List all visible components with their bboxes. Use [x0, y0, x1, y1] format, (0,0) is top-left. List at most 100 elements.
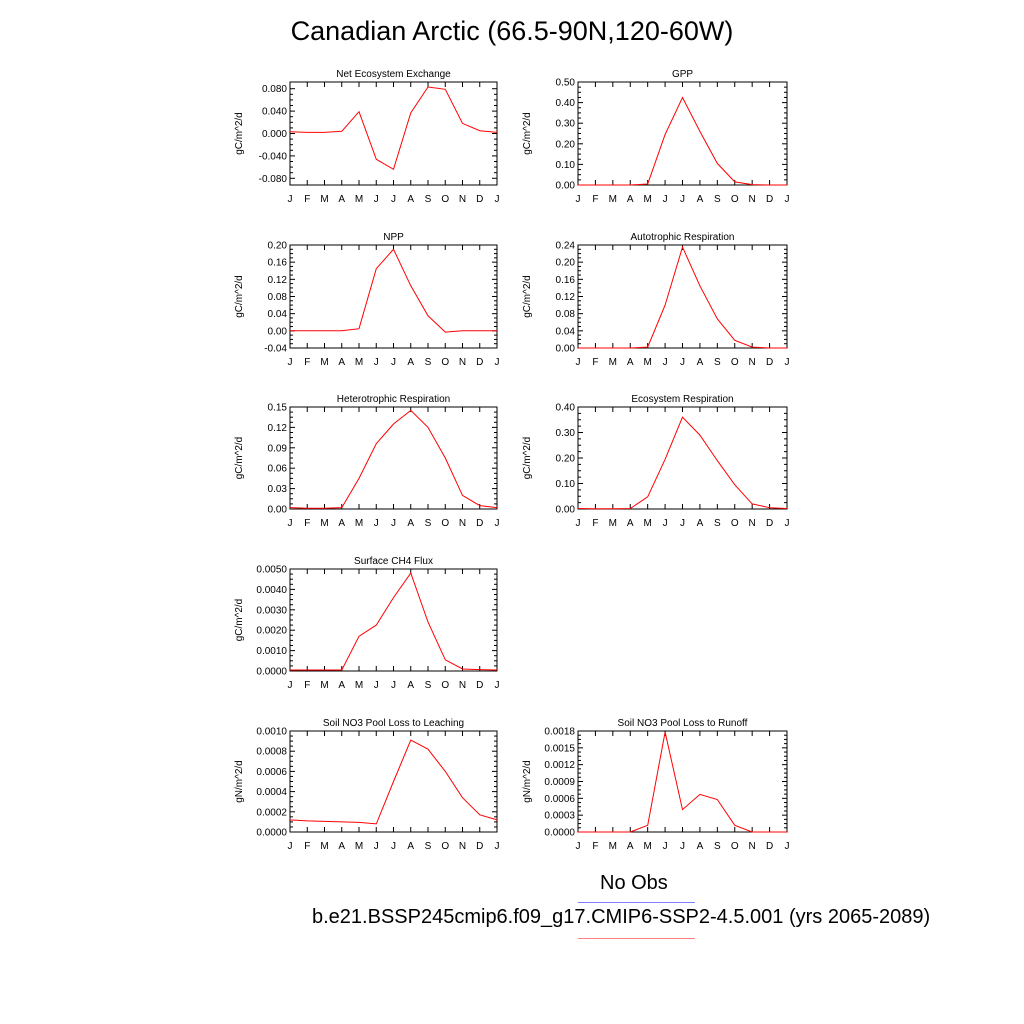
x-tick-label: S	[714, 357, 721, 368]
y-tick-label: 0.0009	[544, 777, 575, 788]
y-tick-label: 0.0006	[256, 767, 287, 778]
y-tick-label: 0.50	[556, 78, 576, 89]
x-tick-label: J	[374, 680, 379, 691]
y-tick-label: -0.080	[259, 174, 288, 185]
x-tick-label: J	[495, 518, 500, 529]
y-tick-label: 0.12	[556, 292, 576, 303]
y-tick-label: 0.20	[556, 454, 576, 465]
x-tick-label: M	[643, 518, 651, 529]
x-tick-label: O	[731, 194, 739, 205]
x-tick-label: M	[609, 518, 617, 529]
y-tick-label: 0.0004	[256, 787, 287, 798]
x-tick-label: J	[576, 841, 581, 852]
series-line	[289, 409, 498, 509]
x-tick-label: J	[495, 680, 500, 691]
plot-frame	[289, 568, 498, 672]
x-tick-label: J	[663, 194, 668, 205]
x-tick-label: A	[697, 357, 704, 368]
series-line	[577, 416, 788, 510]
x-tick-label: F	[592, 841, 598, 852]
y-tick-label: -0.04	[264, 344, 287, 355]
x-tick-label: M	[355, 518, 363, 529]
plot-frame	[577, 730, 788, 833]
x-tick-label: D	[476, 680, 483, 691]
x-tick-label: F	[304, 194, 310, 205]
x-tick-label: O	[441, 680, 449, 691]
x-tick-label: O	[731, 841, 739, 852]
x-tick-label: O	[731, 357, 739, 368]
y-tick-label: 0.40	[556, 403, 576, 414]
x-tick-label: S	[425, 357, 432, 368]
x-tick-label: J	[391, 194, 396, 205]
y-tick-label: 0.24	[556, 241, 576, 252]
y-tick-label: 0.12	[268, 423, 288, 434]
x-tick-label: J	[288, 841, 293, 852]
x-tick-label: A	[407, 518, 414, 529]
x-tick-label: S	[714, 518, 721, 529]
x-tick-label: N	[459, 518, 466, 529]
series-line	[578, 731, 787, 833]
x-tick-label: S	[714, 194, 721, 205]
legend-obs-label: No Obs	[600, 872, 668, 894]
x-tick-label: D	[766, 194, 773, 205]
x-tick-label: M	[609, 194, 617, 205]
x-tick-label: A	[627, 357, 634, 368]
y-tick-label: 0.00	[268, 505, 288, 516]
x-tick-label: J	[576, 518, 581, 529]
x-tick-label: D	[766, 357, 773, 368]
y-tick-label: 0.04	[556, 326, 576, 337]
y-tick-label: 0.03	[268, 484, 288, 495]
y-tick-label: 0.0000	[256, 828, 287, 839]
x-tick-label: J	[680, 518, 685, 529]
x-tick-label: S	[714, 841, 721, 852]
x-tick-label: F	[304, 518, 310, 529]
x-tick-label: S	[425, 194, 432, 205]
x-tick-label: J	[663, 518, 668, 529]
y-tick-label: 0.40	[556, 98, 576, 109]
series-line	[289, 86, 498, 171]
y-tick-label: 0.0006	[544, 794, 575, 805]
y-tick-label: 0.0012	[544, 760, 575, 771]
y-tick-label: 0.12	[268, 275, 288, 286]
y-tick-label: 0.00	[556, 344, 576, 355]
x-tick-label: J	[374, 518, 379, 529]
x-tick-label: N	[459, 194, 466, 205]
y-tick-label: 0.0050	[256, 565, 287, 576]
y-tick-label: 0.08	[268, 292, 288, 303]
y-tick-label: 0.20	[556, 139, 576, 150]
x-tick-label: A	[627, 194, 634, 205]
y-tick-label: 0.10	[556, 160, 576, 171]
panel-title: Heterotrophic Respiration	[337, 394, 450, 405]
x-tick-label: S	[425, 518, 432, 529]
x-tick-label: M	[609, 357, 617, 368]
y-tick-label: 0.0020	[256, 626, 287, 637]
x-tick-label: S	[425, 841, 432, 852]
chart-panel: Heterotrophic Respiration gC/m^2/d 0.00 0.0…	[234, 394, 500, 529]
x-tick-label: J	[374, 357, 379, 368]
y-axis-label: gC/m^2/d	[234, 112, 245, 155]
y-tick-label: 0.16	[268, 258, 288, 269]
y-tick-label: 0.0002	[256, 807, 287, 818]
y-axis-label: gN/m^2/d	[522, 760, 533, 803]
x-tick-label: A	[407, 680, 414, 691]
x-tick-label: J	[288, 680, 293, 691]
series-line	[290, 572, 498, 671]
x-tick-label: A	[627, 518, 634, 529]
x-tick-label: A	[338, 680, 345, 691]
y-tick-label: 0.04	[268, 309, 288, 320]
y-axis-label: gC/m^2/d	[522, 112, 533, 155]
x-tick-label: F	[304, 680, 310, 691]
y-tick-label: 0.0015	[544, 743, 575, 754]
x-tick-label: M	[643, 357, 651, 368]
x-tick-label: J	[663, 841, 668, 852]
x-tick-label: M	[320, 357, 328, 368]
x-tick-label: J	[576, 357, 581, 368]
y-tick-label: 0.16	[556, 275, 576, 286]
x-tick-label: A	[407, 357, 414, 368]
panel-title: Soil NO3 Pool Loss to Runoff	[618, 718, 748, 729]
x-tick-label: D	[476, 357, 483, 368]
y-axis-label: gN/m^2/d	[234, 760, 245, 803]
x-tick-label: A	[338, 841, 345, 852]
